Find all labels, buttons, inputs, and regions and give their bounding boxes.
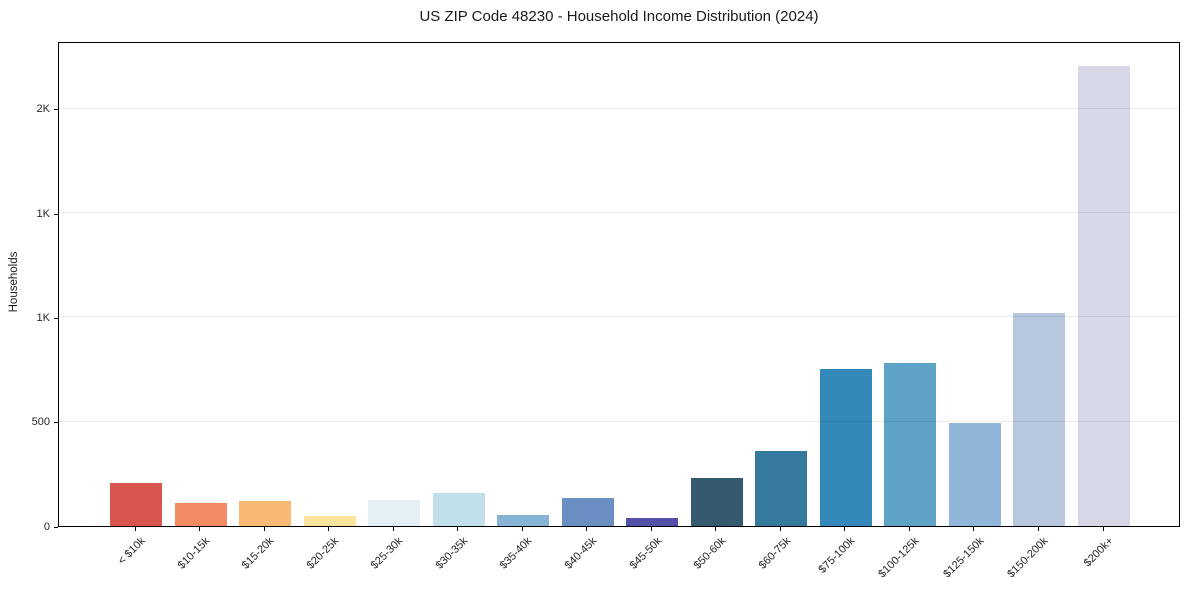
x-tick-label: $35-40k [498, 535, 535, 572]
bar-$30-35k [432, 492, 485, 526]
y-axis-tick [54, 213, 58, 215]
y-axis-tick [54, 526, 58, 528]
x-axis-tick [844, 527, 846, 531]
x-tick-label: $150-200k [1005, 535, 1051, 581]
x-axis-tick [392, 527, 394, 531]
x-tick-label: $20-25k [304, 535, 342, 572]
bar-$150-200k [1013, 313, 1066, 526]
bar-$25-30k [368, 499, 421, 526]
x-tick-label: $200k+ [1081, 535, 1116, 570]
bar-$50-60k [690, 478, 743, 526]
x-tick-label: $45-50k [627, 535, 664, 572]
bar-$10-15k [174, 503, 227, 526]
x-tick-label: $40-45k [562, 535, 600, 572]
x-axis-tick [650, 527, 652, 531]
bar-$20-25k [303, 515, 356, 526]
x-axis-tick [521, 527, 523, 531]
y-axis-tick [54, 422, 58, 424]
y-tick-label: 500 [31, 416, 50, 429]
x-tick-label: $125-150k [941, 535, 987, 581]
x-axis-tick [263, 527, 265, 531]
gridline-1K [59, 212, 1179, 214]
y-tick-label: 1K [36, 311, 50, 324]
x-axis-tick [908, 527, 910, 531]
x-tick-label: $50-60k [691, 535, 729, 572]
gridline-1K [59, 316, 1179, 318]
bar-< $10k [110, 483, 162, 526]
x-tick-label: $60-75k [756, 535, 793, 572]
x-axis-tick [1037, 527, 1039, 531]
bar-$125-150k [948, 422, 1001, 526]
bar-$200k+ [1078, 66, 1130, 526]
bar-$75-100k [819, 368, 872, 526]
bar-$100-125k [884, 363, 937, 526]
gridline-500 [59, 420, 1179, 422]
bar-$15-20k [239, 500, 292, 526]
x-axis-tick [1102, 527, 1104, 531]
bar-$40-45k [561, 497, 614, 526]
x-tick-label: $10-15k [175, 535, 213, 572]
bar-$45-50k [626, 517, 679, 526]
plot-area [58, 42, 1180, 527]
y-tick-label: 2K [36, 103, 50, 116]
x-tick-label: $25-30k [369, 535, 406, 572]
x-axis-tick [457, 527, 459, 531]
x-axis-tick [199, 527, 201, 531]
chart-title: US ZIP Code 48230 - Household Income Dis… [419, 8, 819, 25]
x-tick-label: $15-20k [239, 535, 277, 572]
y-tick-label: 1K [36, 207, 50, 220]
x-tick-label: $75-100k [816, 535, 858, 576]
x-tick-label: $100-125k [876, 535, 922, 581]
x-axis-tick [134, 527, 136, 531]
x-axis-tick [973, 527, 975, 531]
x-tick-label: < $10k [115, 535, 148, 568]
bar-$60-75k [755, 450, 808, 526]
y-tick-label: 0 [43, 520, 50, 533]
gridline-2K [59, 107, 1179, 109]
x-tick-label: $30-35k [433, 535, 471, 572]
x-axis-tick [586, 527, 588, 531]
y-axis-tick [54, 109, 58, 111]
x-axis-tick [715, 527, 717, 531]
x-axis-tick [779, 527, 781, 531]
y-axis-tick [54, 317, 58, 319]
bar-$35-40k [497, 514, 550, 526]
x-axis-tick [328, 527, 330, 531]
